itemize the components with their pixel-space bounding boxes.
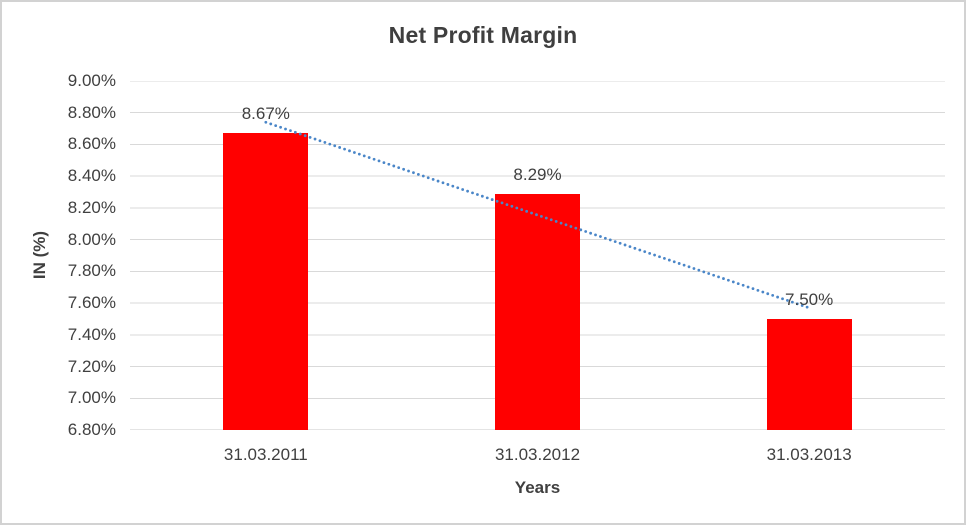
y-tick-label: 8.40% <box>67 166 116 186</box>
trendline <box>264 120 811 310</box>
bar <box>223 133 309 430</box>
x-axis-title: Years <box>514 478 561 497</box>
trendline-path <box>264 120 811 310</box>
bar <box>495 193 580 430</box>
y-tick-label: 8.00% <box>67 229 116 249</box>
bar <box>766 318 852 430</box>
y-tick-label: 7.20% <box>67 356 116 376</box>
data-label: 7.50% <box>785 289 834 309</box>
chart-title: Net Profit Margin <box>388 22 578 48</box>
data-label: 8.67% <box>241 104 290 124</box>
y-tick-label: 8.80% <box>67 102 116 122</box>
y-tick-label: 8.60% <box>67 134 116 154</box>
y-tick-label: 7.40% <box>67 324 116 344</box>
y-tick-label: 9.00% <box>67 71 116 90</box>
x-category-label: 31.03.2012 <box>494 445 581 464</box>
y-tick-label: 7.80% <box>67 261 116 281</box>
y-tick-label: 6.80% <box>67 420 116 439</box>
y-tick-label: 7.00% <box>67 388 116 408</box>
y-tick-label: 8.20% <box>67 197 116 217</box>
x-category-label: 31.03.2013 <box>766 445 852 464</box>
y-tick-label: 7.60% <box>67 293 116 313</box>
x-category-label: 31.03.2011 <box>223 445 308 464</box>
plot-area <box>130 81 945 430</box>
data-label: 8.29% <box>513 164 562 184</box>
